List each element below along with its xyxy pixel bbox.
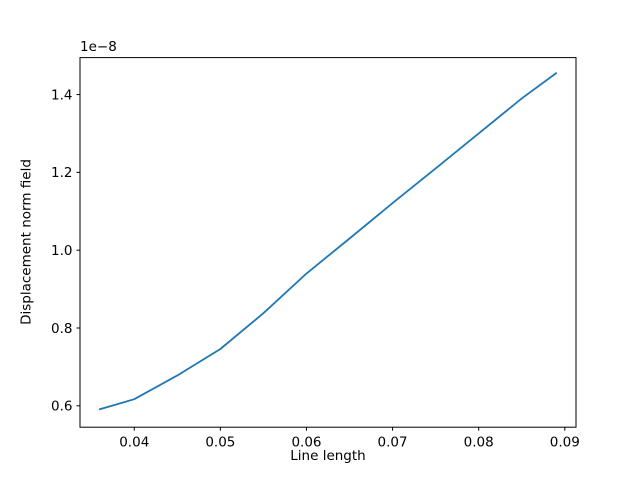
axes-spines: [79, 57, 577, 428]
x-tick-label: 0.04: [119, 435, 149, 451]
y-tick-label: 1.4: [51, 87, 72, 103]
x-tick-label: 0.08: [464, 435, 494, 451]
y-tick-label: 0.8: [51, 321, 72, 337]
y-tick-label: 0.6: [51, 399, 72, 415]
y-axis-offset-label: 1e−8: [80, 39, 117, 55]
y-tick-label: 1.2: [51, 165, 72, 181]
x-tick-label: 0.06: [291, 435, 321, 451]
y-tick-label: 1.0: [51, 243, 72, 259]
x-tick-label: 0.09: [550, 435, 580, 451]
x-axis-label: Line length: [290, 448, 366, 464]
x-tick-label: 0.05: [205, 435, 235, 451]
data-line-displacement-norm-vs-line-length: [98, 72, 558, 411]
y-axis-label: Displacement norm field: [18, 159, 35, 325]
x-tick-label: 0.07: [378, 435, 408, 451]
